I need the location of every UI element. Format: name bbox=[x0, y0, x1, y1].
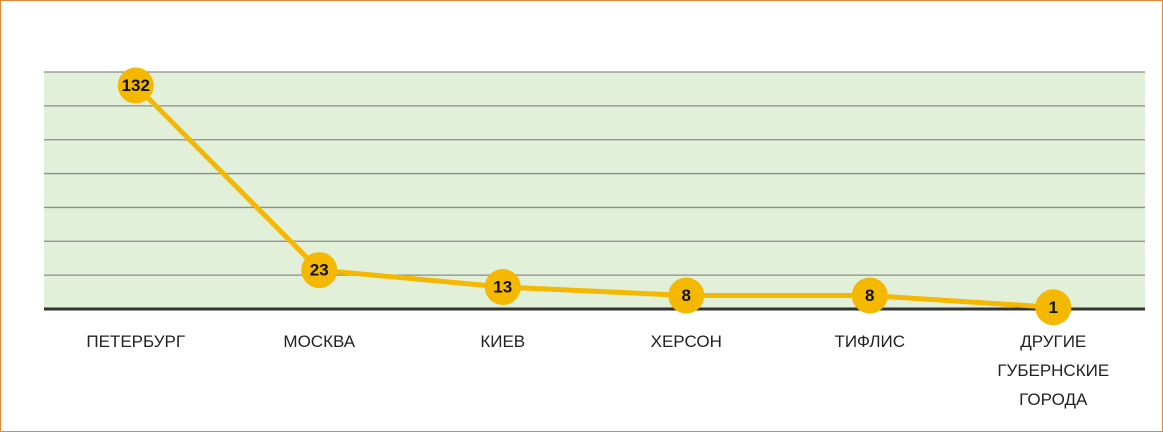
value-label: 132 bbox=[122, 76, 150, 95]
point bbox=[668, 277, 705, 314]
value-label: 13 bbox=[493, 277, 512, 296]
point bbox=[484, 268, 521, 305]
line bbox=[133, 83, 1054, 310]
point bbox=[117, 67, 154, 104]
point bbox=[301, 252, 338, 289]
x-tick-label: ХЕРСОН bbox=[650, 332, 722, 351]
point bbox=[1035, 289, 1072, 326]
value-label: 23 bbox=[310, 261, 329, 280]
x-tick-label: ДРУГИЕ ГУБЕРНСКИЕ ГОРОДА bbox=[997, 332, 1110, 409]
x-tick-label: ПЕТЕРБУРГ bbox=[86, 332, 186, 351]
value-label: 1 bbox=[1049, 298, 1058, 317]
point bbox=[851, 277, 888, 314]
plot-background bbox=[44, 72, 1145, 309]
x-tick-label: ТИФЛИС bbox=[834, 332, 906, 351]
value-label: 8 bbox=[682, 286, 691, 305]
x-tick-label: МОСКВА bbox=[283, 332, 356, 351]
value-label: 8 bbox=[865, 286, 874, 305]
x-tick-label: КИЕВ bbox=[480, 332, 526, 351]
